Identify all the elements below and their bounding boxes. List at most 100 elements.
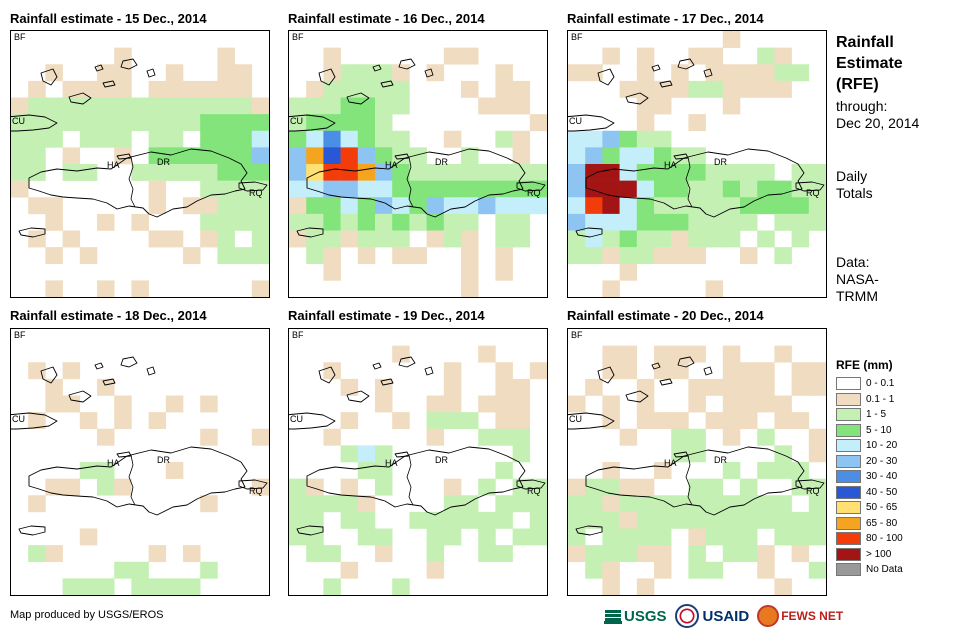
rainfall-cell xyxy=(495,230,513,248)
rainfall-cell xyxy=(183,545,201,563)
rainfall-cell xyxy=(165,395,184,413)
legend-label: 10 - 20 xyxy=(866,440,898,452)
rainfall-cell xyxy=(165,230,184,248)
rainfall-cell xyxy=(375,80,393,98)
rainfall-cell xyxy=(688,247,706,265)
rainfall-cell xyxy=(340,511,359,529)
rainfall-cell xyxy=(131,114,149,132)
rainfall-cell xyxy=(495,180,513,198)
rainfall-cell xyxy=(165,147,184,165)
rainfall-cell xyxy=(740,511,758,529)
rainfall-cell xyxy=(443,362,462,380)
rainfall-cell xyxy=(251,428,269,446)
rainfall-cell xyxy=(757,362,775,380)
rainfall-cell xyxy=(409,247,427,265)
label-cu: CU xyxy=(290,414,303,424)
island-coastline xyxy=(238,479,268,490)
rainfall-cell xyxy=(323,64,341,82)
rainfall-cell xyxy=(409,164,427,181)
rainfall-cell xyxy=(568,164,586,181)
rainfall-cell xyxy=(602,528,620,546)
rainfall-cell xyxy=(392,180,410,198)
rainfall-cell xyxy=(62,80,81,98)
daily-line: Daily xyxy=(836,168,868,184)
island-coastline xyxy=(575,525,603,536)
rainfall-cell xyxy=(774,197,792,215)
rainfall-cell xyxy=(585,164,603,181)
island-coastline xyxy=(597,366,615,384)
rainfall-cell xyxy=(375,147,393,165)
rainfall-cell xyxy=(478,164,496,181)
rainfall-cell xyxy=(306,97,324,115)
island-coastline xyxy=(795,181,825,192)
label-ha: HA xyxy=(385,160,398,170)
label-bf: BF xyxy=(571,330,583,340)
rainfall-cell xyxy=(357,230,376,248)
label-cu: CU xyxy=(290,116,303,126)
island-coastline xyxy=(625,390,649,403)
rainfall-cell xyxy=(654,80,672,98)
rainfall-cell xyxy=(289,528,307,546)
rainfall-cell xyxy=(602,164,620,181)
island-coastline xyxy=(597,68,615,86)
rainfall-cell xyxy=(306,197,324,215)
rainfall-cell xyxy=(79,247,98,265)
rainfall-cell xyxy=(512,130,531,148)
label-dr: DR xyxy=(714,455,727,465)
rainfall-cell xyxy=(323,230,341,248)
label-dr: DR xyxy=(157,157,170,167)
island-coastline xyxy=(146,68,156,78)
rainfall-cell xyxy=(426,213,445,231)
rainfall-cell xyxy=(340,130,359,148)
island-coastline xyxy=(318,366,336,384)
rainfall-cell xyxy=(757,80,775,98)
rainfall-cell xyxy=(568,495,586,513)
legend-item: 20 - 30 xyxy=(836,454,903,470)
rainfall-cell xyxy=(654,528,672,546)
rainfall-cell xyxy=(568,395,586,413)
rainfall-cell xyxy=(62,230,81,248)
island-coastline xyxy=(116,451,132,458)
rainfall-cell xyxy=(740,197,758,215)
island-coastline xyxy=(398,58,416,70)
rainfall-cell xyxy=(654,213,672,231)
rainfall-cell xyxy=(512,528,531,546)
rainfall-cell xyxy=(426,395,445,413)
rainfall-cell xyxy=(392,164,410,181)
island-coastline xyxy=(94,362,104,370)
rainfall-cell xyxy=(740,164,758,181)
label-bf: BF xyxy=(571,32,583,42)
rainfall-cell xyxy=(602,561,620,579)
rainfall-cell xyxy=(234,80,253,98)
rainfall-cell xyxy=(289,180,307,198)
legend-swatch xyxy=(836,470,861,484)
island-coastline xyxy=(94,64,104,72)
rainfall-cell xyxy=(636,197,655,215)
rainfall-cell xyxy=(426,64,445,82)
rainfall-cell xyxy=(774,528,792,546)
rainfall-map-20-dec: BF CU HA DR RQ xyxy=(567,328,827,596)
island-coastline xyxy=(102,80,116,88)
rainfall-cell xyxy=(461,80,479,98)
rainfall-cell xyxy=(148,197,167,215)
rainfall-cell xyxy=(478,97,496,115)
rainfall-cell xyxy=(11,164,29,181)
island-coastline xyxy=(318,68,336,86)
rainfall-cell xyxy=(495,412,513,430)
rainfall-cell xyxy=(443,213,462,231)
rainfall-cell xyxy=(602,247,620,265)
rainfall-cell xyxy=(375,213,393,231)
rainfall-cell xyxy=(619,80,638,98)
rainfall-cell xyxy=(671,495,689,513)
rainfall-cell xyxy=(323,362,341,380)
legend-swatch xyxy=(836,501,861,515)
rainfall-cell xyxy=(461,511,479,529)
rainfall-cell xyxy=(722,412,741,430)
rainfall-cell xyxy=(340,164,359,181)
rainfall-cell xyxy=(568,511,586,529)
rainfall-cell xyxy=(602,362,620,380)
rainfall-cell xyxy=(217,180,235,198)
rainfall-cell xyxy=(529,495,547,513)
rainfall-cell xyxy=(461,180,479,198)
rainfall-cell xyxy=(443,164,462,181)
